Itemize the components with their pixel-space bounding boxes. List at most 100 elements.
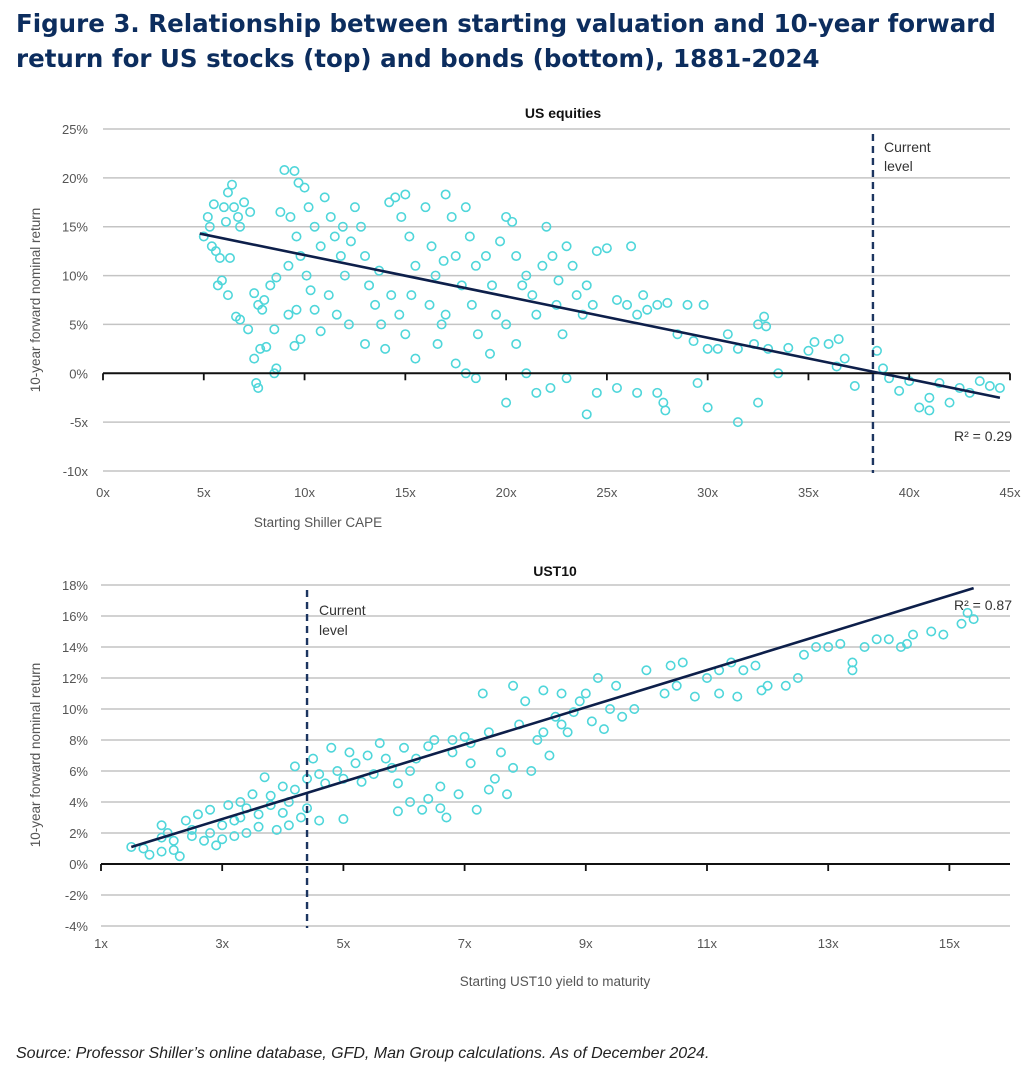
data-point (495, 236, 506, 247)
data-point (420, 202, 431, 213)
data-point (255, 343, 266, 354)
data-point (211, 840, 222, 851)
data-point (289, 761, 300, 772)
data-point (487, 280, 498, 291)
data-point (652, 299, 663, 310)
data-point (339, 270, 350, 281)
data-point (374, 738, 385, 749)
data-point (571, 290, 582, 301)
data-point (567, 260, 578, 271)
data-point (400, 329, 411, 340)
data-point (580, 688, 591, 699)
data-point (251, 378, 262, 389)
data-point (526, 765, 537, 776)
data-point (638, 290, 649, 301)
data-point (326, 742, 337, 753)
x-axis-title: Starting UST10 yield to maturity (460, 974, 651, 989)
chart-title: US equities (525, 105, 601, 121)
data-point (308, 753, 319, 764)
y-tick-label: 12% (62, 671, 88, 686)
data-point (547, 251, 558, 262)
us-equities-chart: US equities 25% 20% 15% 10% 5% 0% -5x -10x 0x 5x 1… (28, 105, 1021, 530)
data-point (471, 804, 482, 815)
x-tick-label: 25x (596, 485, 617, 500)
y-tick-label: -2% (65, 888, 89, 903)
data-point (762, 680, 773, 691)
data-point (144, 849, 155, 860)
data-point (441, 812, 452, 823)
data-point (871, 634, 882, 645)
data-point (823, 641, 834, 652)
data-point (750, 660, 761, 671)
data-point (233, 211, 244, 222)
trend-line (130, 586, 975, 849)
data-point (809, 337, 820, 348)
data-point (501, 211, 512, 222)
data-point (355, 221, 366, 232)
data-point (338, 814, 349, 825)
data-point (305, 285, 316, 296)
data-point (285, 211, 296, 222)
current-level-label-line2: level (319, 622, 348, 638)
data-point (283, 260, 294, 271)
data-point (283, 820, 294, 831)
data-point (689, 691, 700, 702)
data-point (224, 252, 235, 263)
x-tick-label: 15x (939, 936, 960, 951)
data-point (553, 275, 564, 286)
data-point (688, 336, 699, 347)
data-point (394, 309, 405, 320)
y-axis-title: 10-year forward nominal return (28, 208, 43, 393)
data-point (934, 378, 945, 389)
gridlines (101, 584, 1010, 927)
data-point (878, 363, 889, 374)
r-squared-label: R² = 0.29 (954, 428, 1012, 444)
data-point (484, 348, 495, 359)
data-point (517, 280, 528, 291)
data-point (364, 280, 375, 291)
data-point (376, 319, 387, 330)
data-point (229, 202, 240, 213)
x-tick-label: 3x (215, 936, 229, 951)
current-level-label-line1: Current (319, 602, 366, 618)
data-point (591, 387, 602, 398)
y-tick-label: 20% (62, 171, 88, 186)
data-point (410, 353, 421, 364)
x-tick-label: 9x (579, 936, 593, 951)
data-point (738, 665, 749, 676)
data-point (495, 747, 506, 758)
data-point (581, 409, 592, 420)
x-tick-label: 13x (818, 936, 839, 951)
data-point (343, 319, 354, 330)
data-point (732, 691, 743, 702)
data-point (271, 824, 282, 835)
data-point (345, 236, 356, 247)
data-point (712, 343, 723, 354)
y-tick-label: 4% (69, 795, 88, 810)
data-point (611, 680, 622, 691)
data-point (632, 309, 643, 320)
data-point (460, 202, 471, 213)
data-point (303, 202, 314, 213)
data-point (253, 809, 264, 820)
data-point (440, 309, 451, 320)
source-note: Source: Professor Shiller’s online datab… (16, 1045, 710, 1062)
data-point (592, 672, 603, 683)
y-tick-label: 15% (62, 220, 88, 235)
data-point (315, 326, 326, 337)
data-point (531, 309, 542, 320)
data-point (309, 221, 320, 232)
data-point (470, 373, 481, 384)
data-point (199, 835, 210, 846)
data-point (277, 781, 288, 792)
data-point (223, 800, 234, 811)
data-point (192, 809, 203, 820)
y-tick-label: 18% (62, 578, 88, 593)
data-point (174, 851, 185, 862)
data-point (652, 387, 663, 398)
data-point (501, 397, 512, 408)
x-tick-label: 0x (96, 485, 110, 500)
data-point (714, 688, 725, 699)
data-point (436, 319, 447, 330)
